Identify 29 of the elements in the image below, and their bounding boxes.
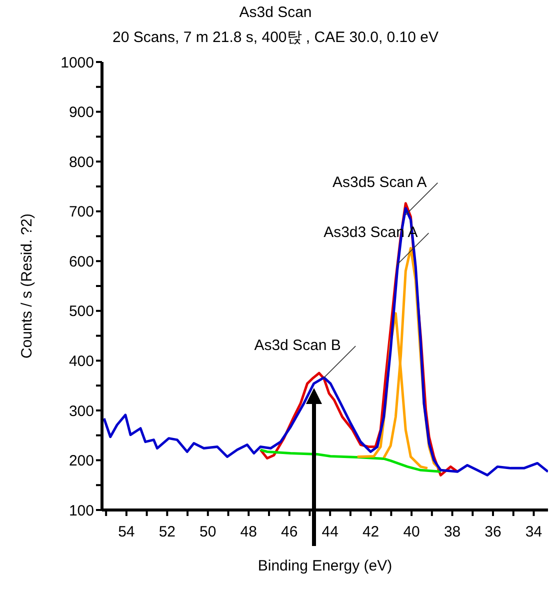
y-tick-label: 500 (68, 303, 94, 320)
y-tick-label: 600 (68, 253, 94, 270)
x-tick-label: 40 (403, 524, 420, 541)
x-tick-label: 46 (281, 524, 298, 541)
y-tick-label: 400 (68, 352, 94, 370)
x-tick-label: 34 (525, 524, 542, 541)
x-tick-label: 36 (484, 524, 502, 541)
x-axis-title: Binding Energy (eV) (258, 558, 392, 575)
x-tick-label: 54 (118, 524, 135, 541)
x-tick-label: 50 (200, 524, 216, 541)
y-tick-label: 700 (68, 204, 94, 221)
y-tick-label: 900 (68, 104, 94, 122)
annotation: As3d5 Scan A (332, 174, 427, 191)
annotation: As3d Scan B (254, 337, 341, 354)
x-tick-label: 52 (158, 524, 176, 541)
x-tick-label: 44 (322, 524, 338, 541)
x-tick-label: 42 (362, 524, 380, 541)
x-tick-label: 48 (240, 524, 257, 541)
y-tick-label: 1000 (60, 54, 94, 72)
y-tick-label: 100 (68, 502, 94, 520)
line-series (102, 207, 548, 476)
y-tick-label: 200 (68, 452, 94, 470)
line-series (259, 448, 442, 473)
y-axis-title: Counts / s (Resid. ?2) (18, 213, 36, 359)
y-tick-label: 800 (68, 154, 94, 171)
x-tick-label: 38 (444, 524, 461, 541)
chart-title: As3d Scan (238, 4, 313, 21)
chart-subtitle: 20 Scans, 7 m 21.8 s, 400탅 , CAE 30.0, 0.10 eV (111, 28, 440, 47)
y-tick-label: 300 (68, 402, 94, 420)
